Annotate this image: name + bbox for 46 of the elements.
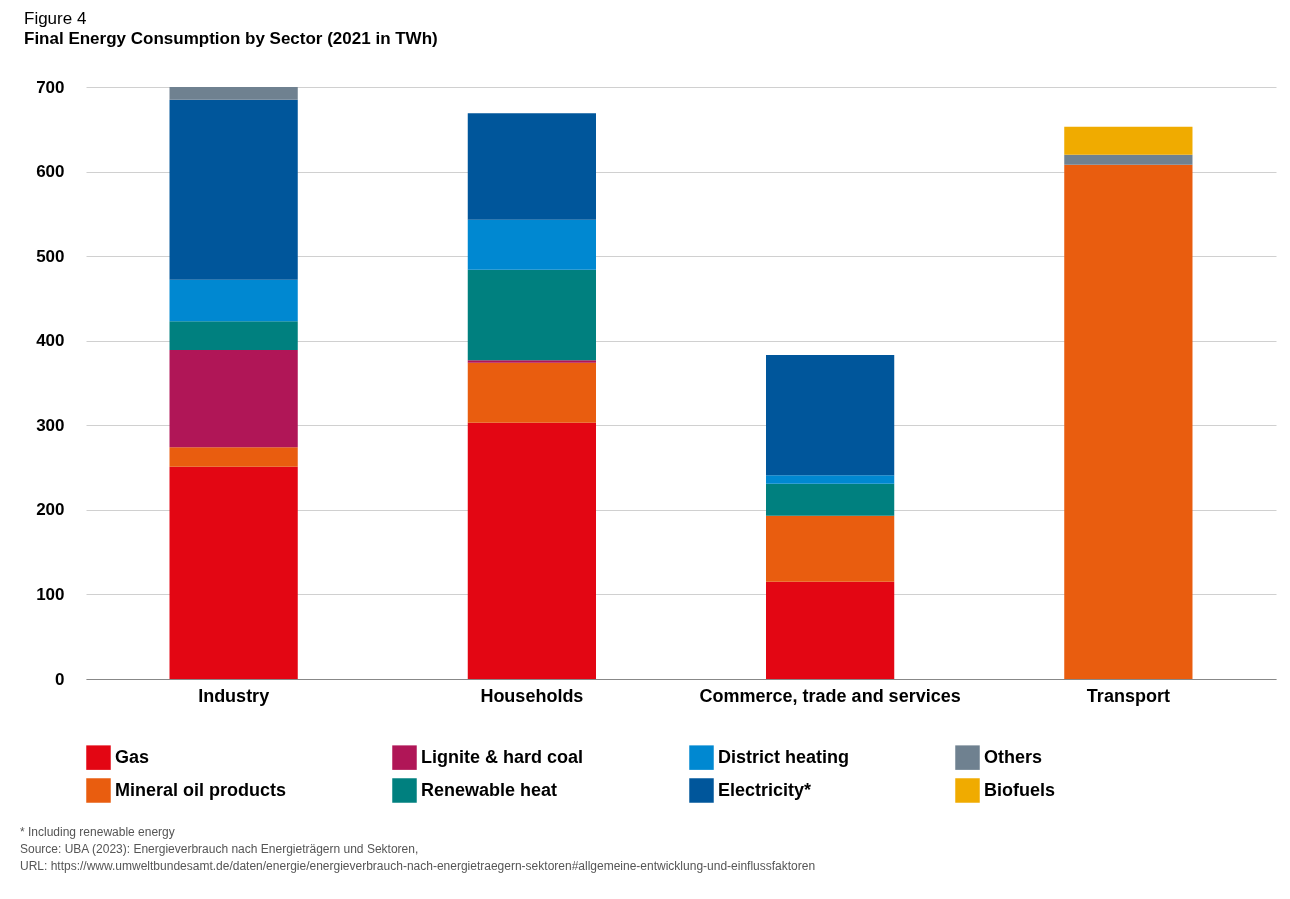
bar <box>169 321 298 351</box>
bar <box>169 350 298 448</box>
x-tick-label: Transport <box>1086 685 1170 706</box>
chart-title: Figure 4 <box>24 9 87 28</box>
text: URL: https://www.umweltbundesamt.de/daten/energie/energieverbrauch-nach-energietraegern-sektoren#allgemeine-entwicklung-und-einflussfaktoren <box>20 858 817 875</box>
bar <box>467 113 596 220</box>
legend-label: Others <box>984 746 1043 767</box>
source-note: Source: UBA (2023): Energieverbrauch nach Energieträgern und Sektoren, <box>20 841 420 858</box>
bar <box>766 355 895 476</box>
text: * Including renewable energy <box>20 824 176 841</box>
bar <box>467 219 596 270</box>
bar <box>467 269 596 361</box>
legend-label: Mineral oil products <box>115 779 287 800</box>
legend-label: Lignite & hard coal <box>421 746 584 767</box>
bar <box>169 279 298 322</box>
bar <box>766 581 895 679</box>
bar <box>169 466 298 679</box>
y-tick-label: 700 <box>36 77 65 97</box>
bar <box>1064 164 1193 679</box>
y-tick-label: 500 <box>36 246 65 266</box>
bar <box>766 483 895 516</box>
x-tick-label: Commerce, trade and services <box>699 685 961 706</box>
bar <box>766 515 895 582</box>
bar <box>467 360 596 363</box>
x-tick-label: Industry <box>198 685 270 706</box>
bar <box>1064 126 1193 155</box>
y-tick-label: 400 <box>36 331 65 351</box>
bar <box>169 87 298 100</box>
y-tick-label: 0 <box>55 669 65 689</box>
bar <box>467 422 596 679</box>
bar <box>467 362 596 423</box>
bar <box>1064 154 1193 165</box>
bar <box>766 475 895 484</box>
legend-label: Biofuels <box>984 779 1056 800</box>
x-tick-label: Households <box>480 685 584 706</box>
legend-label: District heating <box>718 746 850 767</box>
bar <box>169 99 298 280</box>
y-tick-label: 100 <box>36 584 65 604</box>
legend-label: Gas <box>115 746 150 767</box>
y-tick-label: 300 <box>36 415 65 435</box>
chart-subtitle: Final Energy Consumption by Sector (2021 in TWh) <box>24 29 438 48</box>
bar <box>169 447 298 467</box>
y-tick-label: 600 <box>36 162 65 182</box>
legend-label: Renewable heat <box>421 779 558 800</box>
legend-label: Electricity* <box>718 779 812 800</box>
y-tick-label: 200 <box>36 500 65 520</box>
